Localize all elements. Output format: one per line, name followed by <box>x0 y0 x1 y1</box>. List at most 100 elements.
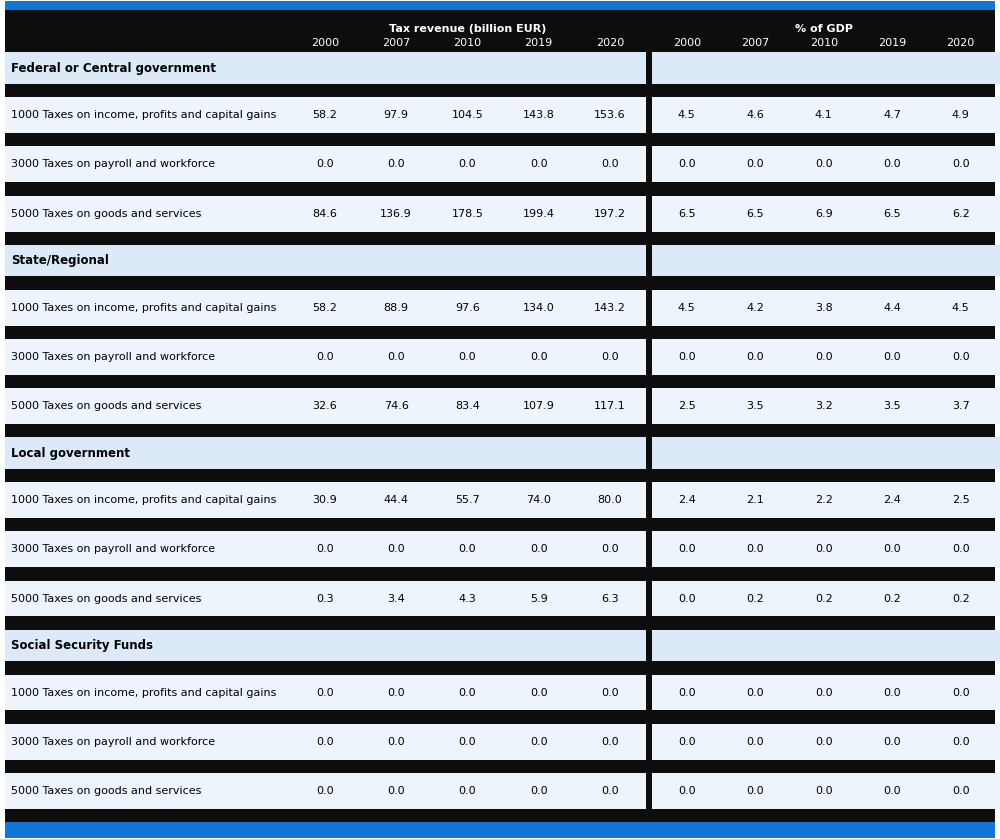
Text: 0.0: 0.0 <box>601 159 619 169</box>
Text: 0.0: 0.0 <box>883 159 901 169</box>
Text: 104.5: 104.5 <box>451 110 483 120</box>
Bar <box>652 53 1000 84</box>
Bar <box>652 97 1000 133</box>
Text: 6.5: 6.5 <box>746 209 764 219</box>
Text: 0.0: 0.0 <box>952 352 970 362</box>
Text: 4.3: 4.3 <box>458 593 476 603</box>
Text: 4.5: 4.5 <box>678 303 696 313</box>
Text: 2.2: 2.2 <box>815 495 833 505</box>
Bar <box>5 289 646 326</box>
Text: 0.0: 0.0 <box>316 545 334 555</box>
Bar <box>5 375 995 388</box>
Text: 143.8: 143.8 <box>523 110 555 120</box>
Bar <box>646 232 652 245</box>
Bar <box>652 581 1000 617</box>
Text: 0.0: 0.0 <box>316 352 334 362</box>
Bar <box>652 388 1000 424</box>
Bar <box>5 822 995 838</box>
Bar <box>646 276 652 289</box>
Bar <box>646 133 652 147</box>
Text: 58.2: 58.2 <box>312 110 337 120</box>
Bar <box>646 759 652 773</box>
Text: 0.0: 0.0 <box>530 687 547 697</box>
Text: 0.0: 0.0 <box>387 737 405 747</box>
Text: 0.0: 0.0 <box>530 352 547 362</box>
Text: 0.0: 0.0 <box>952 545 970 555</box>
Text: 2.5: 2.5 <box>952 495 970 505</box>
Text: 0.2: 0.2 <box>952 593 970 603</box>
Bar <box>646 469 652 482</box>
Bar <box>5 711 995 724</box>
Text: 0.0: 0.0 <box>815 545 833 555</box>
Bar <box>646 617 652 630</box>
Bar <box>646 388 652 424</box>
Text: 4.9: 4.9 <box>952 110 970 120</box>
Text: 4.1: 4.1 <box>815 110 833 120</box>
Text: 0.0: 0.0 <box>387 545 405 555</box>
Text: 4.2: 4.2 <box>746 303 764 313</box>
Text: 0.0: 0.0 <box>530 737 547 747</box>
Text: 0.0: 0.0 <box>883 687 901 697</box>
Text: 1000 Taxes on income, profits and capital gains: 1000 Taxes on income, profits and capita… <box>11 303 276 313</box>
Text: 2010: 2010 <box>453 38 481 48</box>
Text: 0.0: 0.0 <box>678 159 696 169</box>
Bar <box>646 518 652 531</box>
Bar <box>646 375 652 388</box>
Text: 153.6: 153.6 <box>594 110 626 120</box>
Bar <box>646 581 652 617</box>
Bar <box>5 482 646 518</box>
Bar <box>646 289 652 326</box>
Text: 4.7: 4.7 <box>883 110 901 120</box>
Bar <box>646 195 652 232</box>
Bar <box>646 147 652 182</box>
Text: 0.0: 0.0 <box>387 352 405 362</box>
Bar <box>5 10 995 53</box>
Text: 0.3: 0.3 <box>316 593 334 603</box>
Bar <box>5 581 646 617</box>
Text: 2020: 2020 <box>947 38 975 48</box>
Text: 0.0: 0.0 <box>459 352 476 362</box>
Bar <box>5 518 995 531</box>
Text: 74.0: 74.0 <box>526 495 551 505</box>
Text: 1000 Taxes on income, profits and capital gains: 1000 Taxes on income, profits and capita… <box>11 110 276 120</box>
Bar <box>646 630 652 661</box>
Text: 0.0: 0.0 <box>530 159 547 169</box>
Text: 3.8: 3.8 <box>815 303 833 313</box>
Text: 2.4: 2.4 <box>883 495 901 505</box>
Bar <box>646 424 652 437</box>
Text: 80.0: 80.0 <box>598 495 622 505</box>
Text: 0.0: 0.0 <box>459 737 476 747</box>
Bar <box>652 437 1000 469</box>
Text: 0.0: 0.0 <box>678 786 696 796</box>
Text: 0.0: 0.0 <box>678 545 696 555</box>
Text: 97.6: 97.6 <box>455 303 480 313</box>
Bar <box>652 531 1000 567</box>
Text: 3.2: 3.2 <box>815 401 833 411</box>
Text: 0.0: 0.0 <box>883 737 901 747</box>
Text: 0.0: 0.0 <box>530 545 547 555</box>
Bar <box>5 617 995 630</box>
Text: 3000 Taxes on payroll and workforce: 3000 Taxes on payroll and workforce <box>11 545 215 555</box>
Text: 2000: 2000 <box>673 38 701 48</box>
Text: 0.0: 0.0 <box>746 352 764 362</box>
Bar <box>652 339 1000 375</box>
Text: 0.0: 0.0 <box>601 737 619 747</box>
Text: 0.0: 0.0 <box>883 352 901 362</box>
Bar <box>5 133 995 147</box>
Bar <box>646 84 652 97</box>
Bar <box>646 711 652 724</box>
Text: 0.0: 0.0 <box>746 737 764 747</box>
Text: 197.2: 197.2 <box>594 209 626 219</box>
Text: 0.0: 0.0 <box>459 687 476 697</box>
Text: 2.5: 2.5 <box>678 401 696 411</box>
Text: Social Security Funds: Social Security Funds <box>11 639 153 652</box>
Bar <box>646 675 652 711</box>
Text: 0.0: 0.0 <box>746 786 764 796</box>
Text: 30.9: 30.9 <box>312 495 337 505</box>
Text: 0.0: 0.0 <box>601 545 619 555</box>
Text: 0.2: 0.2 <box>746 593 764 603</box>
Text: 2000: 2000 <box>311 38 339 48</box>
Bar <box>652 630 1000 661</box>
Bar <box>5 97 646 133</box>
Text: 58.2: 58.2 <box>312 303 337 313</box>
